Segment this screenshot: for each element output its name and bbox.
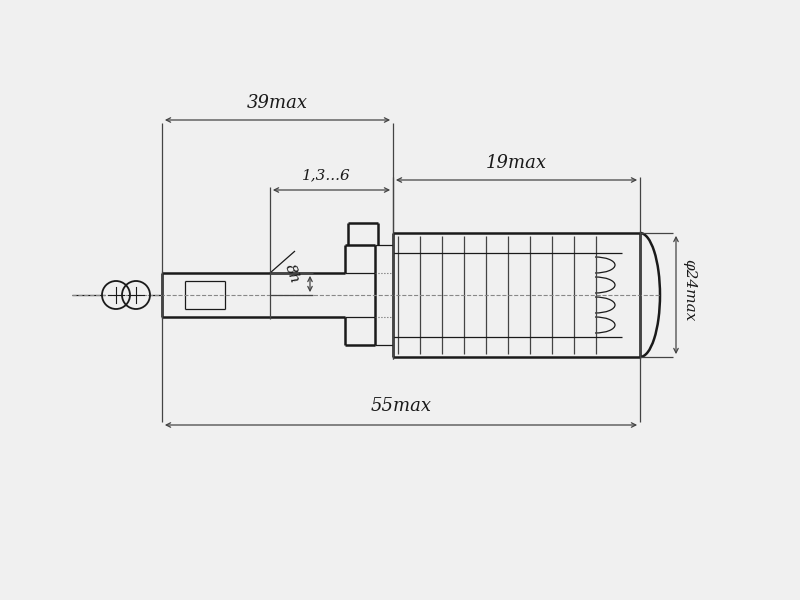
Text: 8h: 8h	[282, 262, 302, 286]
Text: 19max: 19max	[486, 154, 547, 172]
Text: 39max: 39max	[247, 94, 308, 112]
Text: 1,3...6: 1,3...6	[302, 168, 351, 182]
Text: φ24max: φ24max	[682, 259, 696, 321]
Text: 55max: 55max	[370, 397, 431, 415]
